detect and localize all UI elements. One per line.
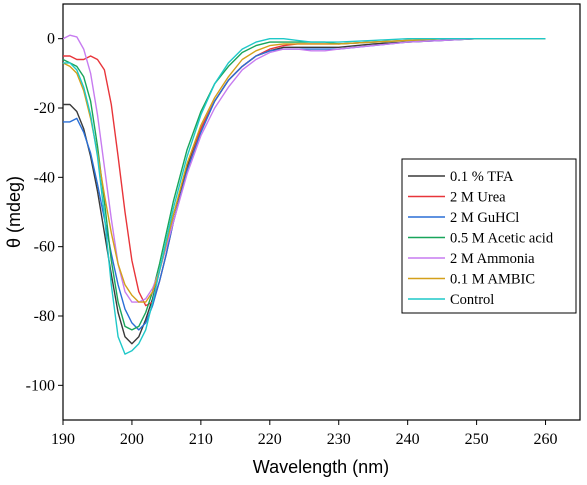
legend-label: 0.1 % TFA [450,169,514,185]
plot-series-group [62,34,546,355]
y-tick-label: 0 [47,31,55,48]
x-axis-ticks: 190 200 210 220 230 240 250 260 [51,420,558,448]
plot-frame [62,3,581,421]
y-tick-label: -100 [26,377,55,394]
series-line [63,38,546,345]
series-line [63,38,546,355]
legend-label: 2 M Urea [450,190,506,206]
y-axis-ticks: 0 -20 -40 -60 -80 -100 [26,31,63,394]
series-line [62,38,546,303]
x-tick-label: 210 [189,431,213,448]
x-tick-label: 240 [396,431,420,448]
y-tick-label: -60 [34,239,55,256]
y-tick-label: -40 [34,169,55,186]
legend: 0.1 % TFA 2 M Urea 2 M GuHCl 0.5 M Acetic a… [401,158,577,314]
x-tick-label: 200 [120,431,144,448]
legend-label: 2 M GuHCl [450,210,519,226]
x-tick-label: 230 [327,431,351,448]
x-tick-label: 260 [534,431,558,448]
x-tick-label: 190 [51,431,75,448]
legend-frame [401,158,577,314]
y-tick-label: -80 [34,308,55,325]
y-axis-title: θ (mdeg) [4,176,24,248]
series-line [62,34,546,303]
legend-label: 0.1 M AMBIC [450,272,535,288]
legend-label: 0.5 M Acetic acid [450,231,554,247]
x-axis-title: Wavelength (nm) [253,457,389,477]
legend-label: 2 M Ammonia [450,251,535,267]
legend-label: Control [450,292,494,308]
y-tick-label: -20 [34,100,55,117]
x-tick-label: 220 [258,431,282,448]
x-tick-label: 250 [465,431,489,448]
